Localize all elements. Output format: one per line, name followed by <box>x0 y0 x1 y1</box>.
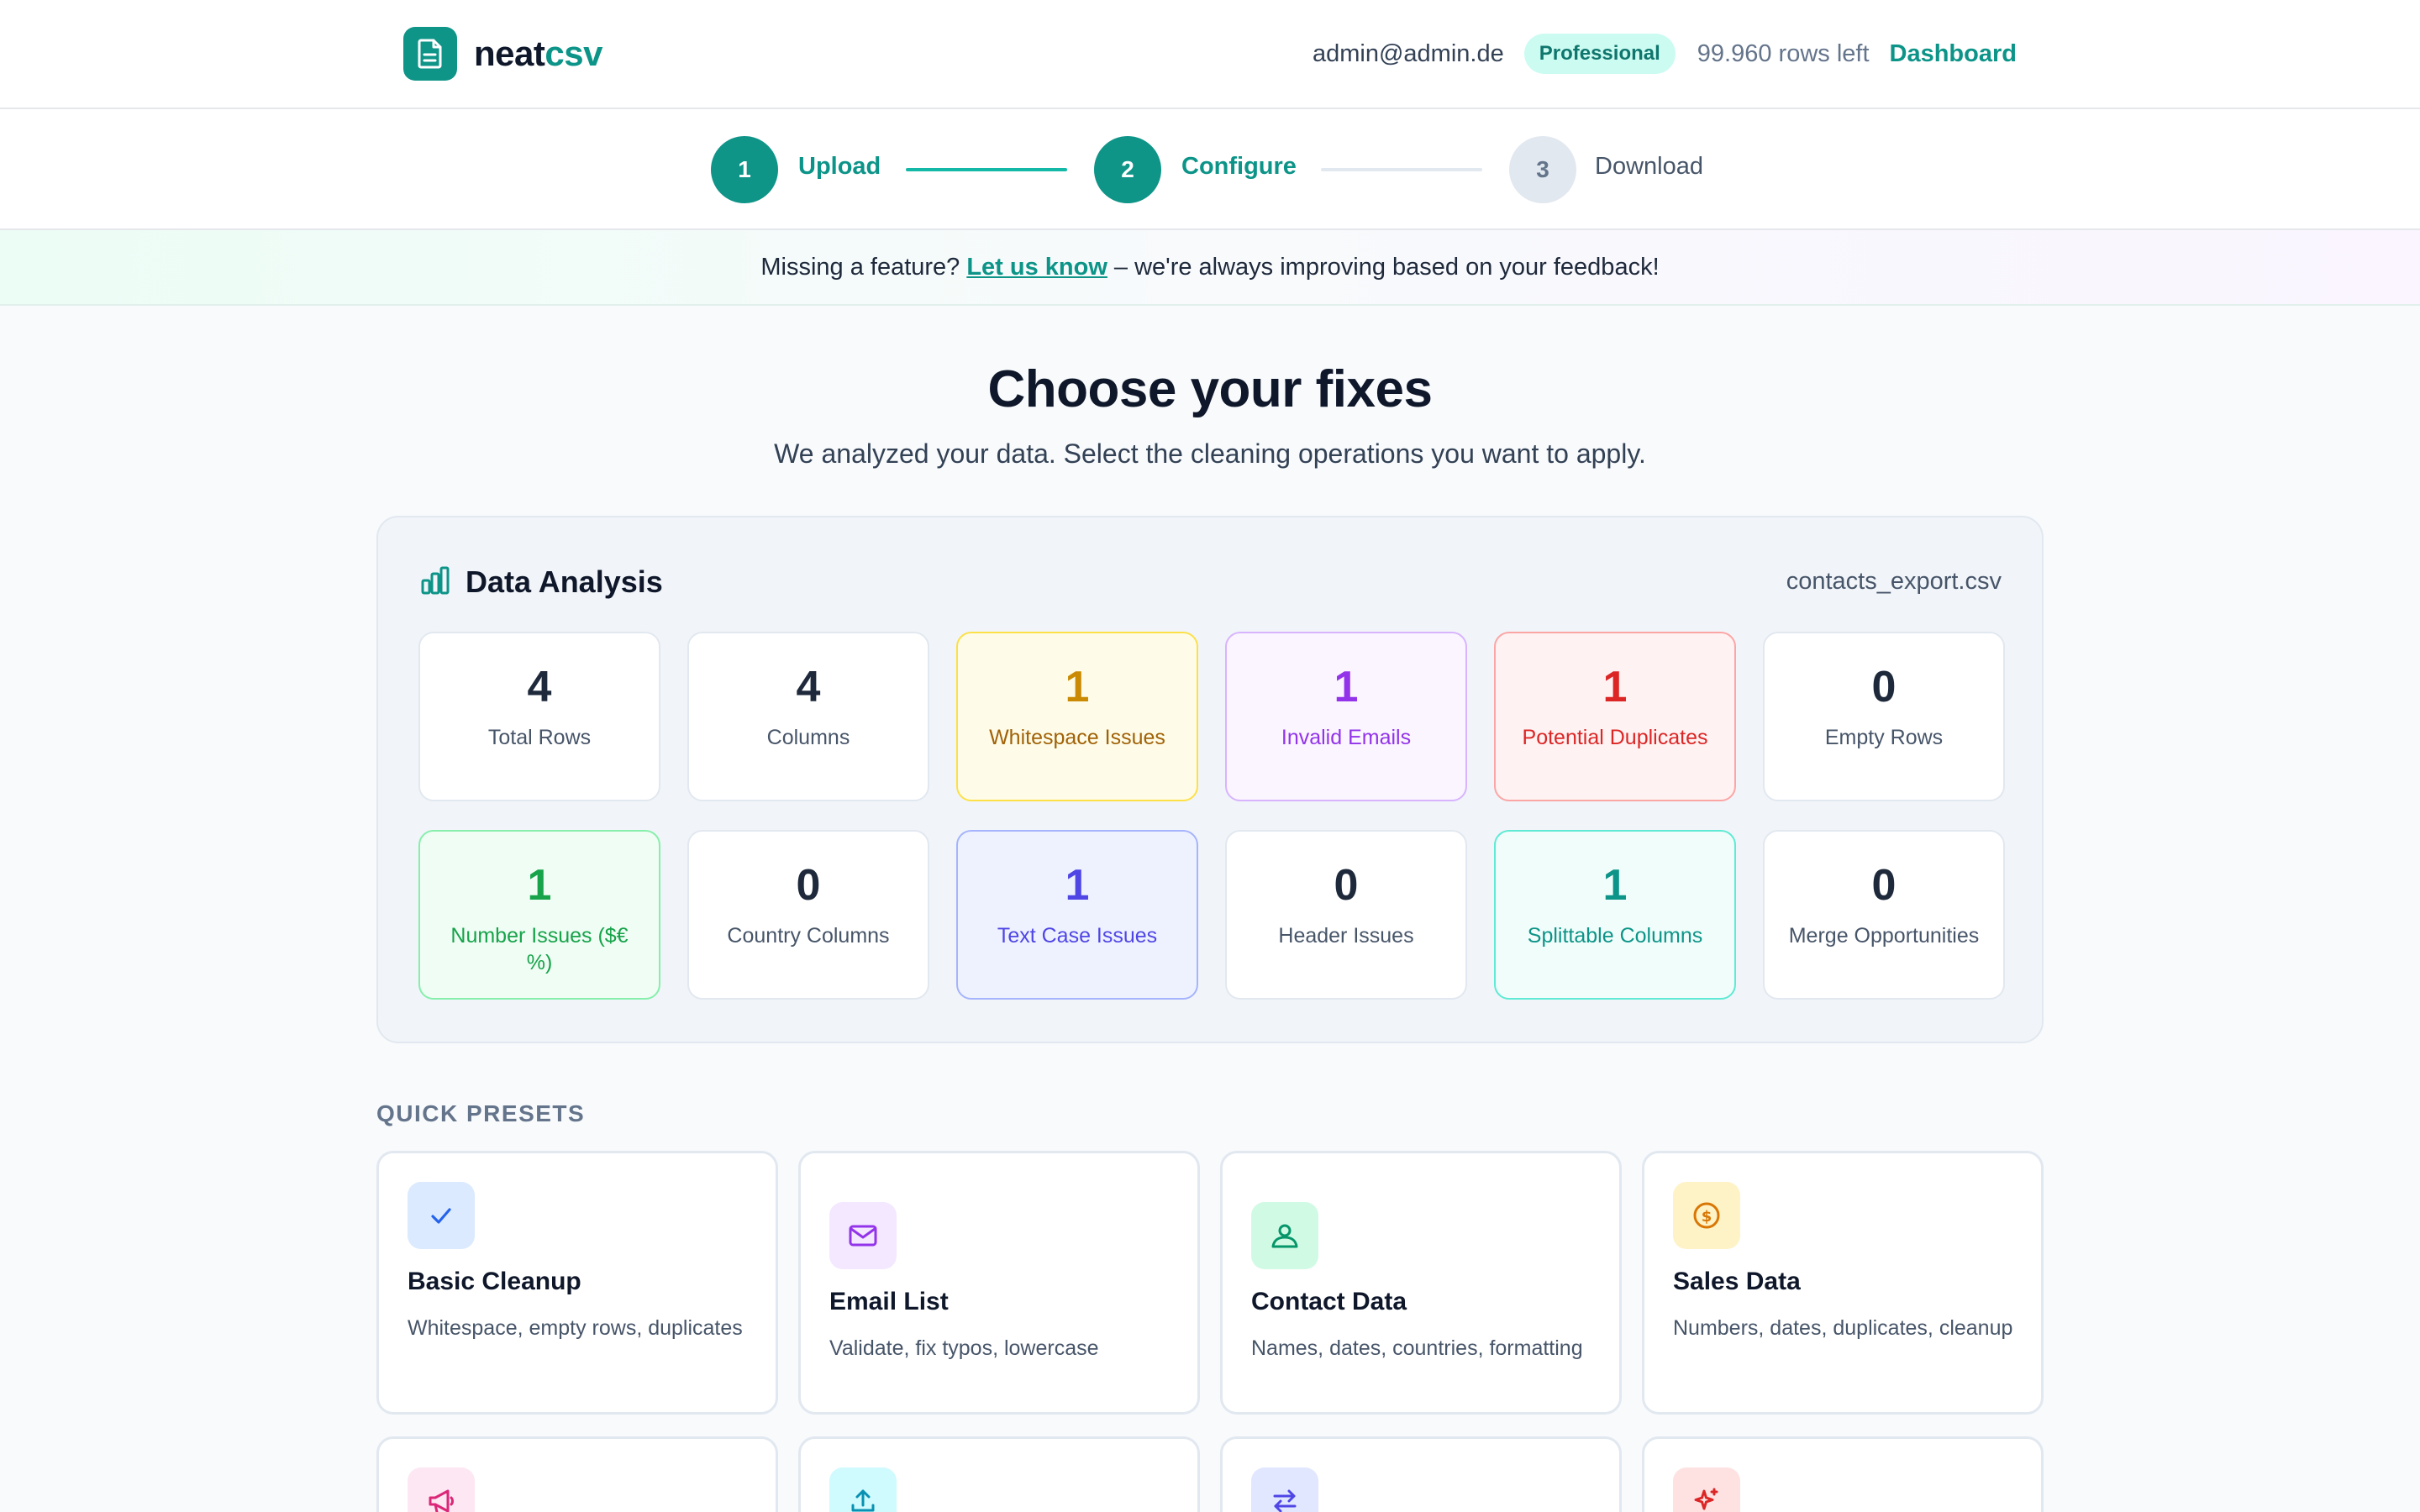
stat-grid: 4 Total Rows 4 Columns 1 Whitespace Issu… <box>418 632 2005 1000</box>
page-subtitle: We analyzed your data. Select the cleani… <box>774 438 1646 469</box>
preset-basic-cleanup[interactable]: Basic Cleanup Whitespace, empty rows, du… <box>376 1151 778 1415</box>
transfer-icon <box>1251 1467 1318 1512</box>
preset-email-list[interactable]: Email List Validate, fix typos, lowercas… <box>798 1151 1200 1415</box>
preset-description: Numbers, dates, duplicates, cleanup <box>1673 1316 2013 1340</box>
stat-label: Country Columns <box>727 924 890 948</box>
preset-card-8[interactable] <box>1642 1436 2044 1512</box>
stat-number-issues: 1 Number Issues ($€ %) <box>418 830 660 1000</box>
stat-columns: 4 Columns <box>687 632 929 801</box>
megaphone-icon <box>408 1467 475 1512</box>
upload-icon <box>829 1467 897 1512</box>
stat-label: Invalid Emails <box>1281 726 1412 749</box>
stat-merge-opportunities: 0 Merge Opportunities <box>1763 830 2005 1000</box>
dollar-icon: $ <box>1673 1182 1740 1249</box>
stat-label: Splittable Columns <box>1527 924 1703 948</box>
stat-invalid-emails: 1 Invalid Emails <box>1225 632 1467 801</box>
bar-chart-icon <box>420 565 450 600</box>
preset-card-6[interactable] <box>798 1436 1200 1512</box>
page-title: Choose your fixes <box>987 360 1433 418</box>
top-navigation-bar: neatcsv admin@admin.de Professional 99.9… <box>0 0 2420 109</box>
stat-label: Potential Duplicates <box>1522 726 1708 749</box>
stat-label: Whitespace Issues <box>989 726 1165 749</box>
logo-text-neat: neat <box>474 34 545 73</box>
feedback-banner: Missing a feature? Let us know – we're a… <box>0 230 2420 306</box>
stat-value: 0 <box>796 861 821 910</box>
stat-whitespace-issues: 1 Whitespace Issues <box>956 632 1198 801</box>
stat-value: 0 <box>1871 861 1897 910</box>
step-1-label[interactable]: Upload <box>798 153 881 180</box>
user-email: admin@admin.de <box>1313 39 1504 67</box>
stat-potential-duplicates: 1 Potential Duplicates <box>1494 632 1736 801</box>
step-1-circle[interactable]: 1 <box>711 136 778 203</box>
stat-label: Header Issues <box>1278 924 1414 948</box>
progress-stepper: 1 Upload 2 Configure 3 Download <box>0 109 2420 230</box>
preset-title: Sales Data <box>1673 1268 1801 1295</box>
step-2-circle[interactable]: 2 <box>1094 136 1161 203</box>
preset-description: Whitespace, empty rows, duplicates <box>408 1316 743 1340</box>
stat-text-case-issues: 1 Text Case Issues <box>956 830 1198 1000</box>
step-connector-1 <box>906 168 1067 171</box>
file-name: contacts_export.csv <box>1786 568 2002 595</box>
preset-description: Names, dates, countries, formatting <box>1251 1336 1583 1360</box>
account-area: admin@admin.de Professional 99.960 rows … <box>1313 30 2017 77</box>
preset-title: Basic Cleanup <box>408 1268 581 1295</box>
svg-text:$: $ <box>1702 1208 1712 1226</box>
stat-header-issues: 0 Header Issues <box>1225 830 1467 1000</box>
stat-value: 1 <box>1065 663 1090 711</box>
step-connector-2 <box>1321 168 1482 171</box>
document-icon <box>403 27 457 81</box>
banner-suffix: – we're always improving based on your f… <box>1113 253 1660 281</box>
stat-label: Text Case Issues <box>997 924 1158 948</box>
stat-label: Total Rows <box>487 726 592 749</box>
stat-splittable-columns: 1 Splittable Columns <box>1494 830 1736 1000</box>
stat-value: 4 <box>527 663 552 711</box>
banner-prefix: Missing a feature? <box>760 253 960 281</box>
preset-sales-data[interactable]: $ Sales Data Numbers, dates, duplicates,… <box>1642 1151 2044 1415</box>
logo[interactable]: neatcsv <box>403 27 602 81</box>
rows-left-counter: 99.960 rows left <box>1697 39 1870 67</box>
stat-value: 4 <box>796 663 821 711</box>
preset-card-7[interactable] <box>1220 1436 1622 1512</box>
stat-value: 0 <box>1334 861 1359 910</box>
presets-heading: QUICK PRESETS <box>376 1100 586 1126</box>
stat-total-rows: 4 Total Rows <box>418 632 660 801</box>
analysis-header: Data Analysis <box>420 564 663 600</box>
stat-value: 1 <box>1334 663 1359 711</box>
stat-value: 1 <box>527 861 552 910</box>
step-3-circle: 3 <box>1509 136 1576 203</box>
step-2-label[interactable]: Configure <box>1181 153 1297 180</box>
stat-country-columns: 0 Country Columns <box>687 830 929 1000</box>
stat-label: Empty Rows <box>1824 726 1944 749</box>
preset-contact-data[interactable]: Contact Data Names, dates, countries, fo… <box>1220 1151 1622 1415</box>
stat-empty-rows: 0 Empty Rows <box>1763 632 2005 801</box>
feedback-link[interactable]: Let us know <box>966 253 1107 281</box>
stat-label: Merge Opportunities <box>1788 924 1980 948</box>
preset-card-5[interactable] <box>376 1436 778 1512</box>
user-icon <box>1251 1202 1318 1269</box>
check-icon <box>408 1182 475 1249</box>
stat-label: Columns <box>766 726 850 749</box>
stat-value: 1 <box>1602 861 1628 910</box>
mail-icon <box>829 1202 897 1269</box>
logo-wordmark: neatcsv <box>474 34 602 74</box>
preset-description: Validate, fix typos, lowercase <box>829 1336 1099 1360</box>
sparkles-icon <box>1673 1467 1740 1512</box>
preset-title: Email List <box>829 1288 949 1315</box>
plan-badge: Professional <box>1523 34 1676 74</box>
preset-title: Contact Data <box>1251 1288 1407 1315</box>
stat-value: 1 <box>1602 663 1628 711</box>
analysis-title: Data Analysis <box>466 564 663 599</box>
logo-text-csv: csv <box>544 34 602 73</box>
step-3-label: Download <box>1595 153 1703 180</box>
stat-value: 1 <box>1065 861 1090 910</box>
stat-label: Number Issues ($€ %) <box>450 924 629 974</box>
dashboard-link[interactable]: Dashboard <box>1889 39 2017 67</box>
data-analysis-panel: Data Analysis contacts_export.csv 4 Tota… <box>376 516 2044 1043</box>
stat-value: 0 <box>1871 663 1897 711</box>
